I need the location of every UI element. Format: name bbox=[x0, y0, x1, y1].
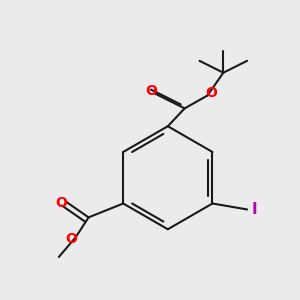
Text: O: O bbox=[205, 86, 217, 100]
Text: I: I bbox=[252, 202, 257, 217]
Text: O: O bbox=[56, 196, 68, 210]
Text: O: O bbox=[66, 232, 77, 246]
Text: O: O bbox=[146, 84, 157, 98]
